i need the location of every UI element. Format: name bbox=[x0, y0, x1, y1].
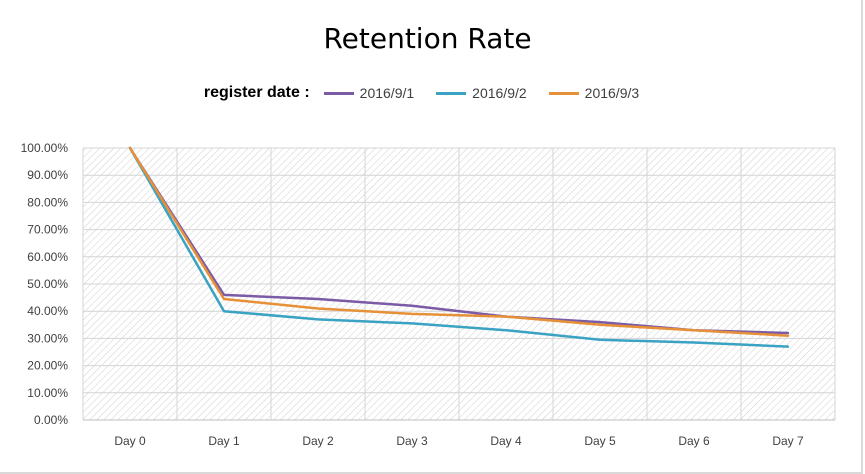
x-tick-label: Day 2 bbox=[302, 434, 334, 448]
legend-swatch-2016-9-1 bbox=[323, 91, 354, 95]
legend-entry-2016-9-3: 2016/9/3 bbox=[548, 85, 640, 101]
x-tick-label: Day 5 bbox=[584, 434, 616, 448]
gridlines bbox=[82, 147, 836, 421]
y-tick-label: 20.00% bbox=[27, 359, 68, 373]
x-tick-label: Day 3 bbox=[396, 434, 428, 448]
y-tick-label: 0.00% bbox=[34, 413, 68, 427]
legend-label-2016-9-2: 2016/9/2 bbox=[472, 85, 527, 101]
y-tick-label: 60.00% bbox=[27, 250, 68, 264]
series-line-2016-9-3 bbox=[128, 146, 790, 337]
legend-title: register date : bbox=[203, 84, 310, 101]
y-tick-label: 80.00% bbox=[27, 195, 68, 209]
legend-entry-2016-9-2: 2016/9/2 bbox=[436, 85, 527, 101]
y-tick-label: 50.00% bbox=[27, 277, 68, 291]
x-axis: Day 0 Day 1 Day 2 Day 3 Day 4 Day 5 Day 6 Day 7 bbox=[114, 434, 804, 448]
legend-entry-2016-9-1: 2016/9/1 bbox=[323, 85, 415, 101]
y-tick-label: 90.00% bbox=[27, 168, 68, 182]
legend-swatch-2016-9-3 bbox=[548, 91, 579, 95]
legend-label-2016-9-1: 2016/9/1 bbox=[359, 85, 415, 101]
series-lines bbox=[128, 146, 790, 348]
y-tick-label: 10.00% bbox=[27, 386, 68, 400]
series-line-2016-9-2 bbox=[128, 146, 790, 348]
x-tick-label: Day 4 bbox=[490, 434, 522, 448]
chart-title: Retention Rate bbox=[323, 22, 532, 55]
y-tick-label: 40.00% bbox=[27, 304, 68, 318]
legend-swatch-2016-9-2 bbox=[436, 91, 467, 95]
y-tick-label: 100.00% bbox=[21, 141, 69, 155]
x-tick-label: Day 6 bbox=[678, 434, 710, 448]
x-tick-label: Day 0 bbox=[114, 434, 146, 448]
y-tick-label: 30.00% bbox=[27, 331, 68, 345]
x-tick-label: Day 1 bbox=[208, 434, 240, 448]
y-tick-label: 70.00% bbox=[27, 223, 68, 237]
legend-label-2016-9-3: 2016/9/3 bbox=[584, 85, 640, 101]
y-axis: 0.00% 10.00% 20.00% 30.00% 40.00% 50.00% 60.00… bbox=[21, 141, 69, 427]
x-tick-label: Day 7 bbox=[772, 434, 804, 448]
legend: register date : 2016/9/1 2016/9/2 2016/9… bbox=[0, 84, 865, 102]
